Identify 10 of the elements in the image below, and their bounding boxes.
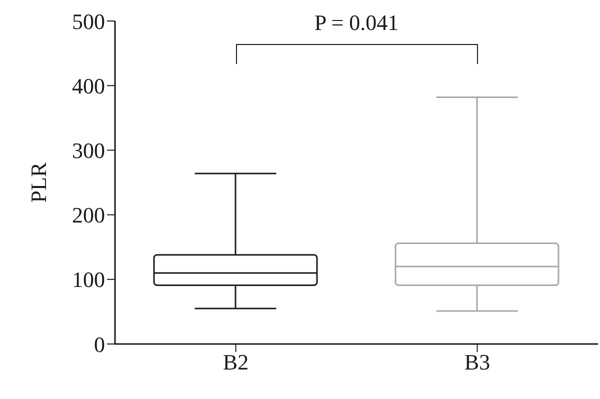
y-tick-label: 400: [72, 73, 105, 98]
x-tick-label: B3: [464, 350, 490, 375]
y-tick-label: 500: [72, 8, 105, 34]
y-axis-title: PLR: [26, 162, 51, 203]
y-tick-label: 300: [72, 138, 105, 164]
x-tick-label: B2: [222, 350, 249, 375]
y-tick-label: 0: [94, 332, 105, 357]
y-tick-label: 200: [72, 202, 105, 228]
annotation: P = 0.041: [313, 10, 400, 36]
y-tick-label: 100: [72, 267, 105, 292]
